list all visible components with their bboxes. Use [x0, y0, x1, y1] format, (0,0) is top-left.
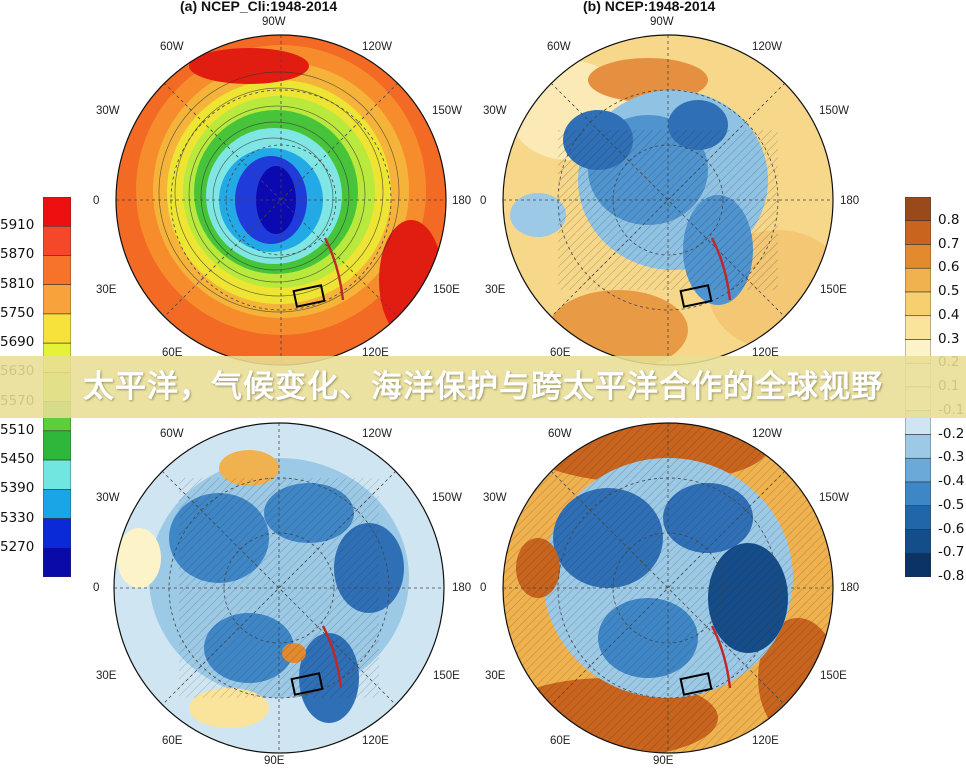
b-lbl-l: 0: [480, 195, 487, 207]
colorbar-tick-label: -0.8: [938, 568, 965, 584]
colorbar-tick-label: -0.6: [938, 520, 965, 537]
c-lbl-tr: 120W: [362, 428, 393, 440]
d-lbl-bottom: 90E: [653, 755, 674, 767]
b-lbl-ul: 30W: [483, 105, 507, 117]
b-lbl-tr: 120W: [752, 41, 783, 53]
a-lbl-r: 180: [452, 195, 472, 207]
colorbar-tick-label: 5690: [0, 334, 35, 351]
d-lbl-bl: 60E: [550, 735, 571, 747]
colorbar-swatch: [905, 315, 931, 340]
colorbar-swatch: [905, 457, 931, 483]
b-lbl-ll: 30E: [485, 284, 506, 296]
colorbar-swatch: [905, 291, 931, 317]
colorbar-tick-label: 0.8: [938, 211, 960, 228]
colorbar-tick-label: -0.4: [938, 473, 965, 489]
c-lbl-ll: 30E: [96, 670, 117, 682]
colorbar-swatch: [905, 434, 931, 459]
colorbar-tick-label: 0.7: [938, 235, 960, 252]
d-lbl-ll: 30E: [485, 670, 506, 682]
c-lbl-bl: 60E: [162, 735, 183, 747]
c-lbl-br: 120E: [362, 735, 389, 747]
colorbar-tick-label: 5870: [0, 246, 35, 263]
d-lbl-tl: 60W: [548, 428, 572, 440]
panel-a-title: (a) NCEP_Cli:1948-2014: [180, 0, 338, 14]
a-lbl-tr: 120W: [362, 41, 393, 53]
colorbar-tick-label: 5910: [0, 217, 35, 234]
colorbar-swatch: [905, 197, 931, 222]
c-lbl-tl: 60W: [160, 428, 184, 440]
colorbar-tick-label: 5810: [0, 275, 35, 292]
colorbar-tick-label: 5510: [0, 421, 35, 438]
title-banner-text: 太平洋，气候变化、海洋保护与跨太平洋合作的全球视野: [83, 369, 883, 405]
a-lbl-l: 0: [93, 195, 100, 207]
colorbar-swatch: [905, 220, 931, 245]
colorbar-swatch: [43, 255, 71, 285]
colorbar-swatch: [905, 481, 931, 507]
colorbar-swatch: [905, 244, 931, 269]
c-lbl-ur: 150W: [432, 492, 463, 504]
b-lbl-tl: 60W: [547, 41, 571, 53]
panel-a-map: [115, 34, 447, 366]
colorbar-swatch: [43, 225, 71, 256]
c-lbl-ul: 30W: [96, 492, 120, 504]
panel-b-map: [502, 34, 834, 366]
colorbar-tick-label: -0.7: [938, 544, 965, 561]
a-lbl-ll: 30E: [96, 284, 117, 296]
colorbar-swatch: [905, 552, 931, 577]
colorbar-swatch: [43, 430, 71, 461]
colorbar-tick-label: 0.3: [938, 330, 960, 347]
a-lbl-tl: 60W: [160, 41, 184, 53]
colorbar-swatch: [43, 459, 71, 490]
d-lbl-r: 180: [840, 582, 860, 594]
colorbar-swatch: [905, 267, 931, 293]
colorbar-tick-label: 0.6: [938, 259, 960, 276]
colorbar-swatch: [43, 518, 71, 549]
b-lbl-r: 180: [840, 195, 860, 207]
colorbar-tick-label: 5330: [0, 509, 35, 526]
a-lbl-ul: 30W: [96, 105, 120, 117]
d-lbl-tr: 120W: [752, 428, 783, 440]
colorbar-tick-label: -0.2: [938, 425, 965, 442]
c-lbl-r: 180: [452, 582, 472, 594]
c-lbl-lr: 150E: [433, 670, 460, 682]
colorbar-tick-label: -0.3: [938, 449, 965, 466]
colorbar-tick-label: 5750: [0, 304, 35, 321]
b-lbl-lr: 150E: [820, 284, 847, 296]
a-lbl-top: 90W: [262, 16, 286, 28]
a-lbl-ur: 150W: [432, 105, 463, 117]
colorbar-tick-label: 5450: [0, 451, 35, 468]
d-lbl-br: 120E: [752, 735, 779, 747]
colorbar-tick-label: -0.5: [938, 496, 965, 513]
d-lbl-ur: 150W: [819, 492, 850, 504]
panel-b-title: (b) NCEP:1948-2014: [583, 0, 716, 14]
colorbar-tick-label: 0.4: [938, 306, 960, 323]
a-lbl-lr: 150E: [433, 284, 460, 296]
d-lbl-ul: 30W: [483, 492, 507, 504]
colorbar-swatch: [43, 197, 71, 227]
colorbar-tick-label: 0.5: [938, 283, 960, 299]
c-lbl-bottom: 90E: [264, 755, 285, 767]
colorbar-swatch: [905, 505, 931, 530]
colorbar-tick-label: 5270: [0, 538, 35, 555]
colorbar-swatch: [43, 489, 71, 519]
colorbar-swatch: [905, 529, 931, 554]
panel-d-map: [502, 422, 834, 754]
c-lbl-l: 0: [93, 582, 100, 594]
panel-c-map: [113, 422, 445, 754]
b-lbl-ur: 150W: [819, 105, 850, 117]
b-lbl-top: 90W: [650, 16, 674, 28]
colorbar-swatch: [43, 284, 71, 315]
d-lbl-l: 0: [480, 582, 487, 594]
d-lbl-lr: 150E: [820, 670, 847, 682]
title-banner: [0, 356, 966, 418]
colorbar-swatch: [43, 313, 71, 344]
colorbar-swatch: [43, 547, 71, 577]
colorbar-tick-label: 5390: [0, 480, 35, 497]
